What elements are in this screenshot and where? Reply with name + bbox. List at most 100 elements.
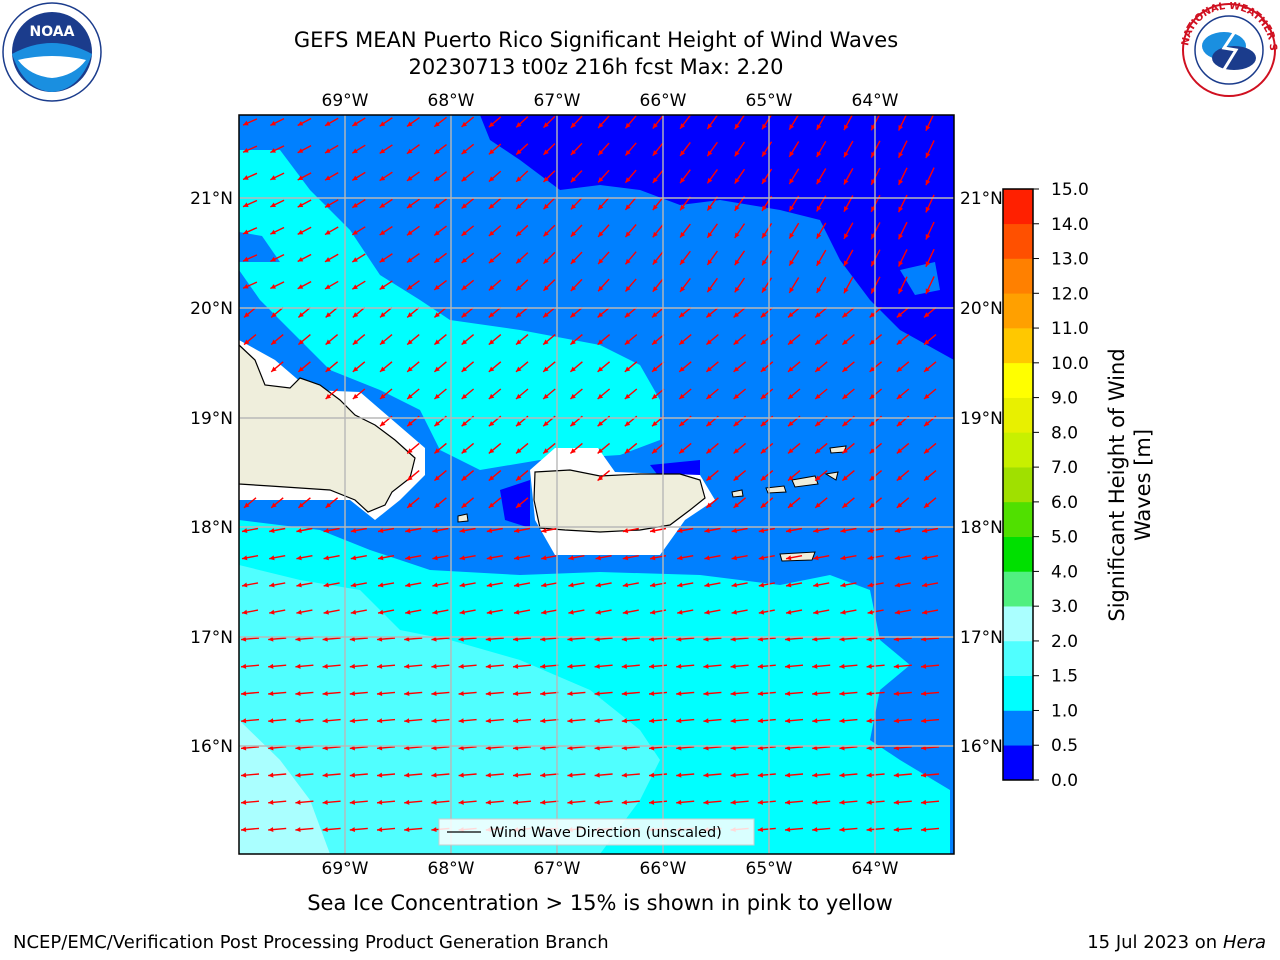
wind-wave-arrow	[515, 442, 529, 454]
wind-wave-arrow	[485, 691, 504, 697]
lon-label-top: 69°W	[322, 91, 369, 111]
wind-wave-arrow	[242, 145, 258, 153]
wind-wave-arrow	[784, 745, 804, 751]
map-fields	[239, 115, 954, 854]
wind-wave-arrow	[485, 799, 504, 805]
wind-wave-arrow	[595, 582, 612, 588]
map-legend: Wind Wave Direction (unscaled)	[438, 818, 755, 846]
wind-wave-arrow	[570, 197, 583, 210]
wind-wave-arrow	[652, 251, 664, 265]
wind-wave-arrow	[297, 334, 311, 346]
wind-wave-arrow	[543, 143, 556, 156]
wind-wave-arrow	[594, 745, 613, 751]
wind-wave-arrow	[896, 497, 910, 509]
wind-wave-arrow	[269, 582, 286, 588]
wind-wave-arrow	[325, 334, 339, 346]
wind-wave-arrow	[705, 334, 719, 346]
wind-wave-arrow	[760, 334, 774, 346]
wind-wave-arrow	[295, 745, 314, 751]
wind-wave-arrow	[624, 115, 637, 129]
wind-wave-arrow	[323, 555, 340, 561]
wind-wave-arrow	[925, 221, 935, 240]
wind-wave-arrow	[242, 199, 258, 208]
wind-wave-arrow	[379, 388, 393, 400]
colorbar-swatch	[1003, 467, 1033, 503]
wind-wave-arrow	[920, 772, 940, 778]
wind-wave-arrow	[295, 772, 314, 778]
wind-wave-arrow	[488, 334, 502, 346]
wind-wave-arrow	[843, 167, 854, 185]
colorbar-frame	[1002, 188, 1034, 781]
wind-wave-arrow	[757, 663, 776, 669]
wind-wave-arrow	[925, 167, 935, 186]
wind-wave-arrow	[814, 361, 828, 373]
wind-wave-arrow	[268, 827, 287, 833]
wind-wave-arrow	[567, 663, 586, 669]
lat-label-right: 16°N	[960, 737, 1003, 757]
wind-wave-arrow	[734, 115, 746, 130]
wind-wave-arrow	[624, 251, 637, 265]
wind-wave-arrow	[757, 636, 776, 642]
lon-label-bottom: 69°W	[322, 859, 369, 879]
wind-wave-arrow	[433, 334, 447, 346]
wind-wave-arrow	[568, 555, 585, 561]
wind-wave-arrow	[540, 745, 559, 751]
wind-wave-arrow	[322, 718, 341, 724]
wind-wave-arrow	[515, 334, 529, 346]
wind-wave-arrow	[458, 636, 477, 642]
wind-wave-arrow	[376, 772, 396, 778]
lon-label-top: 66°W	[640, 91, 687, 111]
lon-label-bottom: 64°W	[852, 859, 899, 879]
wind-wave-arrow	[816, 222, 827, 240]
wind-wave-arrow	[240, 663, 260, 669]
wind-wave-arrow	[297, 281, 312, 290]
wind-wave-arrow	[734, 168, 746, 184]
wind-wave-arrow	[761, 168, 773, 185]
wind-wave-arrow	[920, 745, 940, 751]
wind-wave-arrow	[651, 442, 665, 454]
wind-wave-arrow	[295, 827, 314, 833]
wind-wave-arrow	[760, 442, 774, 454]
wind-wave-arrow	[812, 827, 831, 833]
wind-wave-arrow	[515, 170, 529, 183]
wind-wave-arrow	[676, 691, 695, 697]
wind-wave-arrow	[678, 306, 692, 318]
colorbar-swatch	[1003, 189, 1033, 225]
wind-wave-arrow	[733, 306, 747, 318]
wind-wave-arrow	[405, 527, 422, 534]
lat-label-left: 16°N	[190, 737, 233, 757]
wind-wave-arrow	[920, 636, 940, 642]
noaa-logo-text: NOAA	[30, 24, 75, 40]
wind-wave-arrow	[621, 636, 640, 642]
wind-wave-arrow	[651, 388, 665, 400]
colorbar-tick-label: 8.0	[1051, 423, 1078, 443]
wind-wave-arrow	[897, 221, 908, 240]
wind-wave-arrow	[488, 143, 502, 155]
wind-wave-arrow	[568, 582, 585, 588]
wind-wave-arrow	[488, 388, 502, 400]
wind-wave-arrow	[703, 745, 722, 751]
wind-wave-arrow	[515, 252, 529, 264]
wind-wave-arrow	[841, 388, 855, 400]
lon-label-top: 67°W	[534, 91, 581, 111]
wind-wave-arrow	[351, 280, 366, 290]
wind-wave-arrow	[488, 279, 502, 291]
wind-wave-arrow	[406, 280, 420, 291]
wind-wave-arrow	[433, 361, 447, 373]
wind-wave-arrow	[812, 772, 831, 778]
wind-wave-arrow	[540, 772, 559, 778]
wind-wave-arrow	[270, 497, 284, 509]
wind-wave-arrow	[406, 442, 420, 454]
colorbar-tick-label: 0.0	[1051, 771, 1078, 791]
wind-wave-arrow	[297, 226, 312, 235]
wind-wave-arrow	[458, 718, 477, 724]
wind-wave-arrow	[622, 609, 639, 615]
wind-wave-arrow	[406, 116, 420, 128]
footer-date-text: 15 Jul 2023 on	[1087, 932, 1223, 953]
wind-wave-arrow	[297, 172, 312, 181]
wind-wave-arrow	[705, 361, 719, 373]
wind-wave-arrow	[734, 223, 746, 239]
wind-wave-arrow	[406, 470, 420, 482]
wind-wave-arrow	[920, 663, 940, 669]
wind-wave-arrow	[624, 169, 637, 184]
